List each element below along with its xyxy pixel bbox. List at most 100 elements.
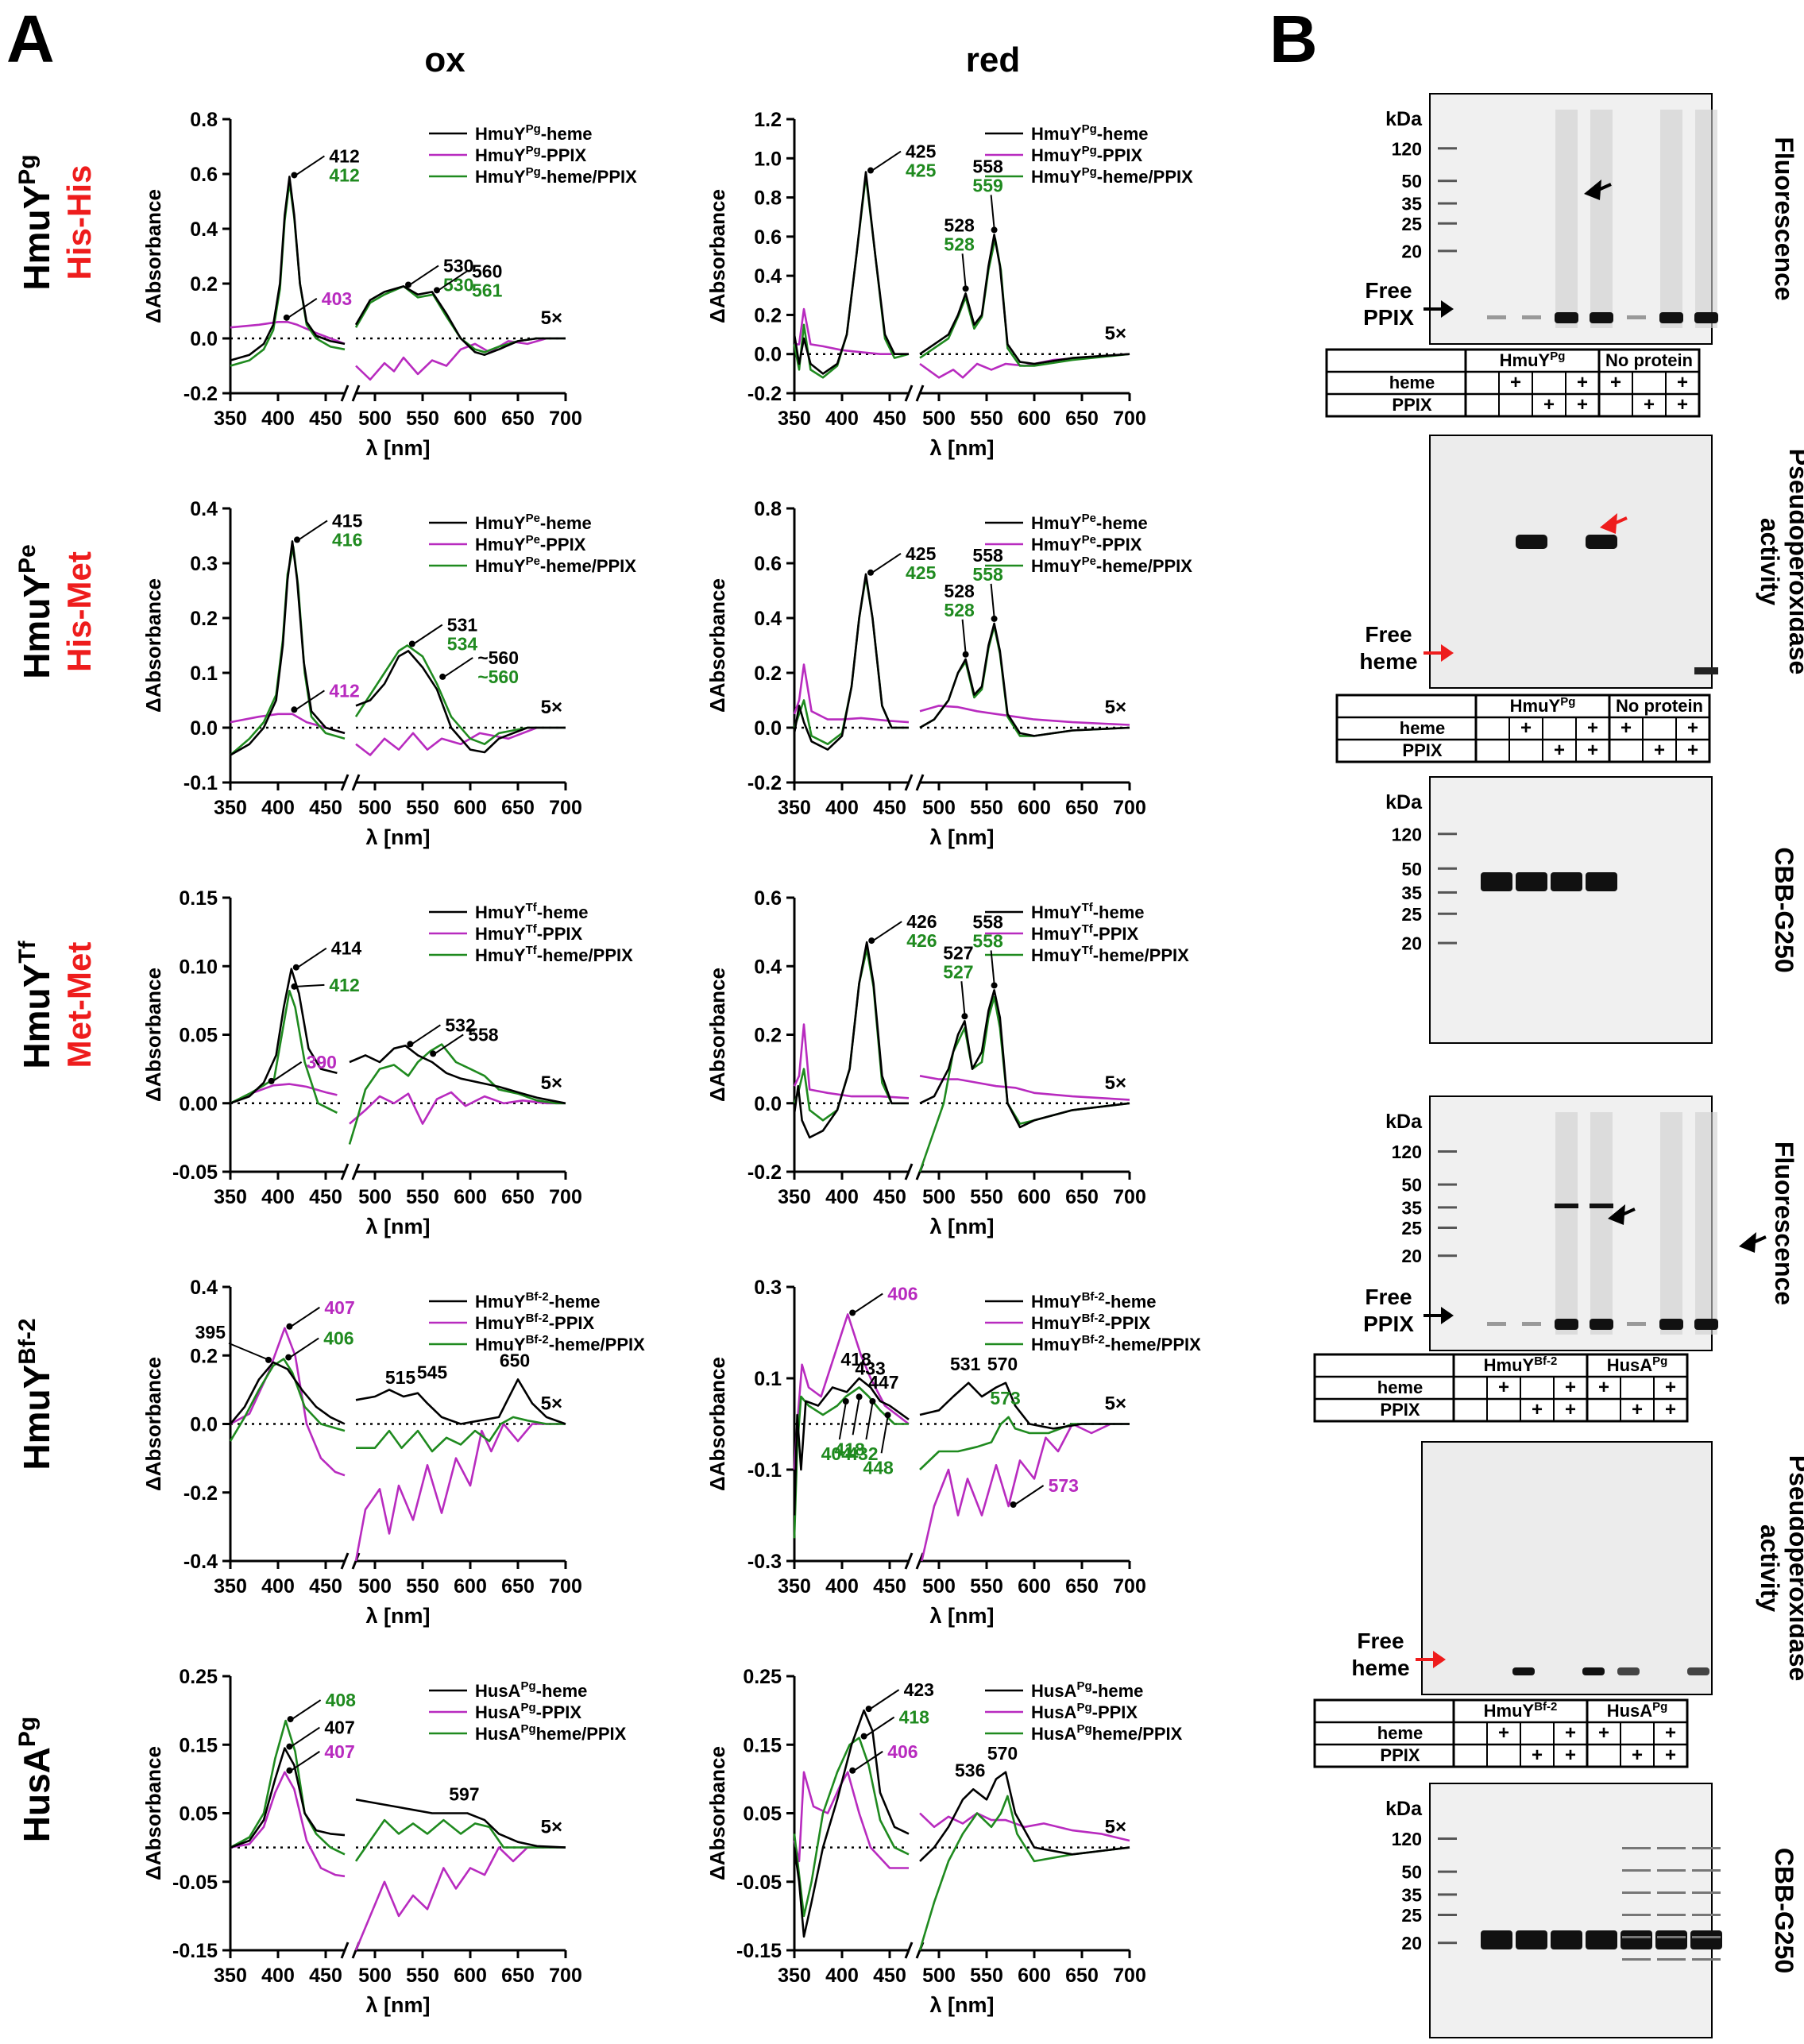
- y-tick-label: 0.6: [754, 553, 782, 575]
- protein-band: [1551, 1930, 1582, 1949]
- annotation-arrow: [272, 1061, 303, 1082]
- table-mark: +: [1565, 1399, 1576, 1420]
- minor-band: [1692, 1869, 1721, 1872]
- x-tick-label: 350: [214, 797, 247, 819]
- peak-annotation: 515: [385, 1367, 416, 1388]
- mw-marker-label: 20: [1401, 1246, 1422, 1266]
- free-ppix-band: [1590, 1319, 1613, 1330]
- axis-break-mark: [351, 384, 361, 402]
- chart-pe-ox: -0.1 0.0 0.1 0.2 0.3 0.4 ΔAbsorbance 350 400 450 5…: [141, 498, 636, 849]
- peak-label: 403: [322, 288, 352, 309]
- y-tick-label: 0.2: [754, 304, 782, 326]
- scale-5x-label: 5×: [541, 1393, 562, 1415]
- table-mark: +: [1532, 1399, 1543, 1420]
- arrow-head: [292, 964, 299, 971]
- annotation-arrow: [872, 921, 902, 941]
- scale-5x-label: 5×: [541, 307, 562, 329]
- x-tick-label: 650: [501, 797, 535, 819]
- lane-table-tbl-3: HmuYBf-2 HusAPgheme + + + +PPIX + + + +: [1313, 1353, 1689, 1423]
- y-tick-label: -0.05: [172, 1161, 218, 1184]
- table-row-label: heme: [1377, 1723, 1423, 1743]
- x-tick-label: 700: [1113, 408, 1146, 430]
- peak-label: 536: [955, 1760, 985, 1780]
- table-mark: +: [1621, 717, 1632, 739]
- peak-label: 559: [972, 175, 1002, 195]
- x-tick-label: 650: [501, 1965, 535, 1987]
- gel-side-label: Fluorescence: [1770, 1142, 1798, 1305]
- ladder-band: [1438, 912, 1457, 915]
- free-label: PPIX: [1363, 1312, 1414, 1336]
- x-tick-label: 450: [309, 1575, 342, 1598]
- y-tick-label: 0.3: [754, 1277, 782, 1299]
- series-heme-right: [355, 650, 566, 754]
- protein-label-3: HmuYBf-2: [14, 1318, 57, 1470]
- peak-label: 415: [332, 510, 363, 531]
- gel-image: [1421, 1441, 1713, 1695]
- svg-text:activity: activity: [1756, 518, 1784, 605]
- minor-band: [1622, 1958, 1651, 1961]
- minor-band: [1622, 1914, 1651, 1916]
- table-mark: +: [1632, 1745, 1643, 1766]
- chart-pe-red: -0.2 0.0 0.2 0.4 0.6 0.8 ΔAbsorbance 350 400 450 5…: [705, 498, 1192, 849]
- lane-smear: [1660, 110, 1682, 328]
- svg-text:Fluorescence: Fluorescence: [1770, 137, 1798, 300]
- legend-entry-ppix: HmuYPe-PPIX: [475, 533, 586, 554]
- y-tick-label: 0.0: [754, 344, 782, 366]
- legend-entry-heme: HmuYTf-heme: [1031, 901, 1145, 922]
- x-tick-label: 500: [922, 797, 956, 819]
- y-tick-label: 0.2: [190, 273, 218, 296]
- free-ppix-band: [1659, 312, 1683, 323]
- axis-break-mark: [904, 774, 914, 791]
- peak-annotation: 570: [987, 1354, 1018, 1374]
- x-tick-label: 550: [970, 797, 1003, 819]
- peak-label: 425: [906, 543, 937, 564]
- table-mark: +: [1654, 740, 1665, 761]
- y-tick-label: 0.00: [179, 1093, 218, 1115]
- y-axis-label: ΔAbsorbance: [705, 968, 729, 1102]
- protein-band: [1586, 1930, 1617, 1949]
- peak-label: 558: [468, 1024, 499, 1045]
- peak-annotation: 573: [990, 1388, 1020, 1408]
- x-tick-label: 450: [873, 797, 906, 819]
- x-tick-label: 400: [825, 408, 859, 430]
- annotation-arrow: [961, 619, 967, 653]
- peak-annotation: 412: [291, 975, 360, 995]
- annotation-arrow: [990, 950, 995, 984]
- free-heme-band: [1694, 667, 1718, 674]
- gel-side-label: CBB-G250: [1770, 847, 1798, 972]
- table-mark: +: [1543, 394, 1555, 415]
- legend-entry-mix: HmuYTf-heme/PPIX: [1031, 944, 1189, 965]
- mw-marker-label: 120: [1392, 1142, 1422, 1162]
- band-arrow-shaft: [1612, 516, 1628, 526]
- x-tick-label: 350: [778, 1186, 811, 1208]
- series-heme-left: [230, 1747, 346, 1849]
- peak-annotation: 423: [865, 1679, 934, 1713]
- annotation-arrow: [865, 1402, 874, 1440]
- y-tick-label: -0.2: [183, 383, 218, 405]
- series-ppix-left: [230, 713, 346, 735]
- svg-text:HusAPg: HusAPg: [14, 1717, 57, 1842]
- annotation-arrow: [443, 657, 473, 678]
- annotation-arrow: [290, 1726, 320, 1748]
- ladder-band: [1438, 891, 1457, 894]
- y-tick-label: 0.8: [190, 109, 218, 131]
- x-tick-label: 600: [1018, 797, 1051, 819]
- table-mark: +: [1687, 717, 1698, 739]
- protein-label-2: HmuYTf Met-Met: [14, 940, 98, 1068]
- y-tick-label: 0.6: [754, 887, 782, 910]
- y-tick-label: 0.1: [190, 663, 218, 685]
- series-heme-right: [354, 285, 566, 356]
- y-axis-label: ΔAbsorbance: [141, 578, 165, 713]
- series-ppix-left: [793, 663, 910, 724]
- band-arrow: [1739, 1232, 1756, 1253]
- y-tick-label: 0.6: [190, 164, 218, 186]
- annotation-arrow: [1014, 1485, 1045, 1505]
- peak-label: 426: [906, 930, 937, 951]
- chart-pg-ox: -0.2 0.0 0.2 0.4 0.6 0.8 ΔAbsorbance 350 400 450 5…: [141, 109, 637, 460]
- arrow-head: [285, 1354, 292, 1361]
- peak-annotation: 418: [834, 1393, 865, 1459]
- free-label: heme: [1351, 1656, 1409, 1680]
- scale-5x-label: 5×: [541, 1817, 562, 1838]
- y-tick-label: 0.8: [754, 498, 782, 520]
